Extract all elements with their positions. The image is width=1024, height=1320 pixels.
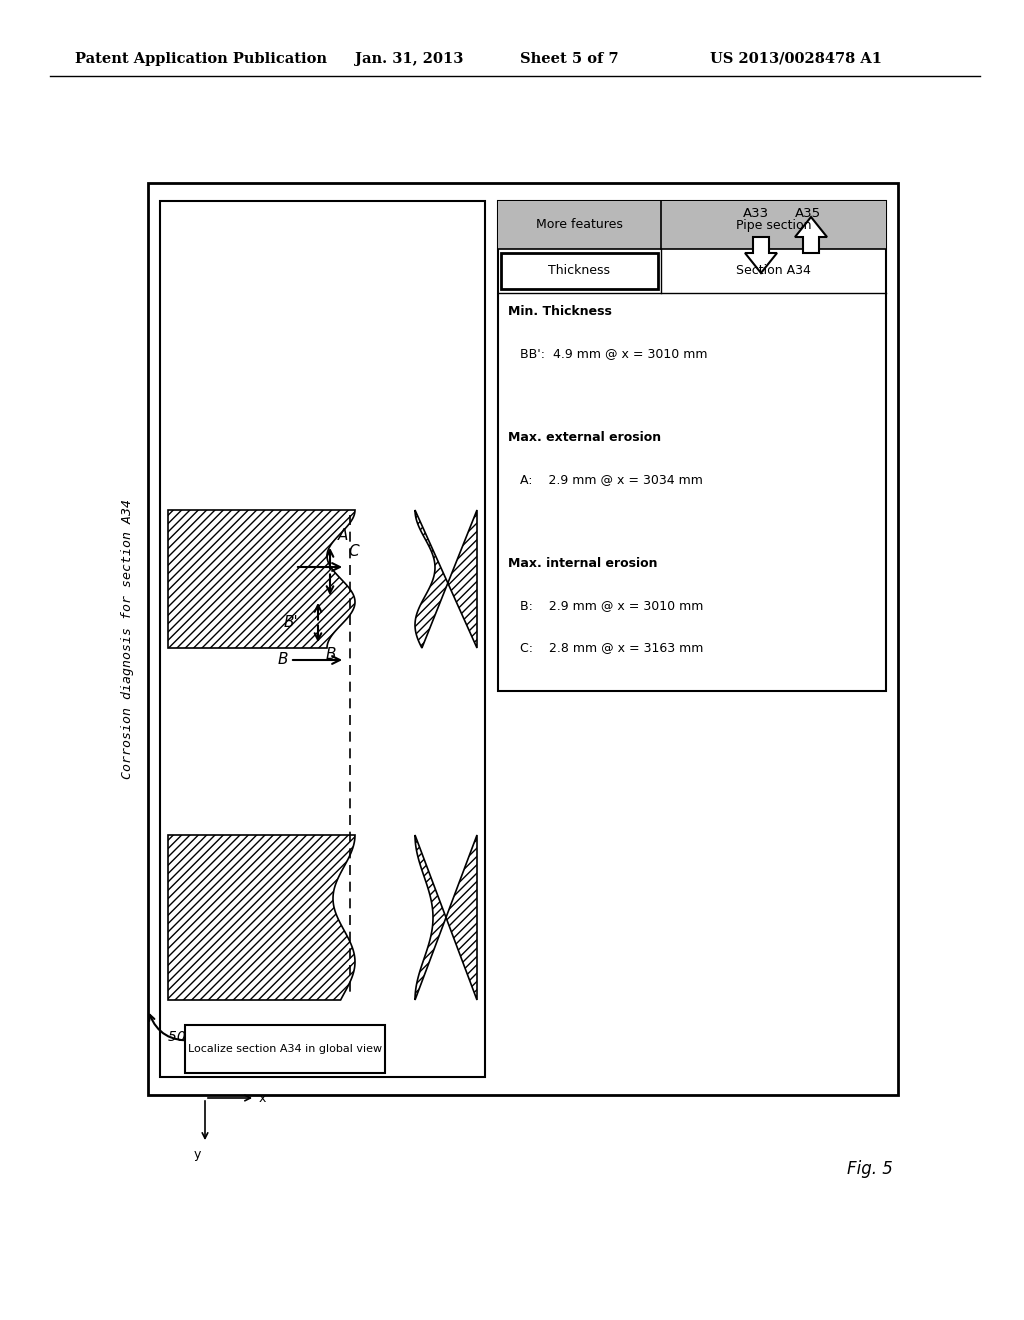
Text: x: x xyxy=(259,1092,266,1105)
Text: Thickness: Thickness xyxy=(549,264,610,277)
Text: C:    2.8 mm @ x = 3163 mm: C: 2.8 mm @ x = 3163 mm xyxy=(520,642,703,653)
Text: Max. external erosion: Max. external erosion xyxy=(508,432,662,444)
Text: Jan. 31, 2013: Jan. 31, 2013 xyxy=(355,51,464,66)
Polygon shape xyxy=(795,216,827,253)
Text: B:    2.9 mm @ x = 3010 mm: B: 2.9 mm @ x = 3010 mm xyxy=(520,599,703,612)
Text: BB':  4.9 mm @ x = 3010 mm: BB': 4.9 mm @ x = 3010 mm xyxy=(520,347,708,360)
Bar xyxy=(498,201,886,690)
Text: B': B' xyxy=(284,615,298,630)
Polygon shape xyxy=(168,510,355,648)
Polygon shape xyxy=(168,836,355,1001)
Bar xyxy=(498,201,886,249)
Text: A: A xyxy=(338,528,348,543)
Bar xyxy=(160,201,485,1077)
Text: B: B xyxy=(278,652,288,668)
Polygon shape xyxy=(745,238,777,273)
Text: C: C xyxy=(348,544,358,558)
Text: Fig. 5: Fig. 5 xyxy=(847,1160,893,1177)
Text: More features: More features xyxy=(536,219,623,231)
Text: Pipe section: Pipe section xyxy=(735,219,811,231)
Text: A33: A33 xyxy=(743,207,769,220)
Text: A:    2.9 mm @ x = 3034 mm: A: 2.9 mm @ x = 3034 mm xyxy=(520,473,702,486)
Text: 500 —: 500 — xyxy=(168,1030,213,1044)
Text: Min. Thickness: Min. Thickness xyxy=(508,305,612,318)
Text: y: y xyxy=(194,1148,201,1162)
Polygon shape xyxy=(415,510,477,648)
Text: Section A34: Section A34 xyxy=(736,264,811,277)
Text: US 2013/0028478 A1: US 2013/0028478 A1 xyxy=(710,51,882,66)
Bar xyxy=(501,253,658,289)
Bar xyxy=(148,183,898,1096)
Text: Localize section A34 in global view: Localize section A34 in global view xyxy=(188,1044,382,1053)
Polygon shape xyxy=(415,836,477,1001)
Bar xyxy=(185,1026,385,1073)
Text: Patent Application Publication: Patent Application Publication xyxy=(75,51,327,66)
Text: Corrosion diagnosis for section A34: Corrosion diagnosis for section A34 xyxy=(122,499,134,779)
Text: Sheet 5 of 7: Sheet 5 of 7 xyxy=(520,51,618,66)
Text: Max. internal erosion: Max. internal erosion xyxy=(508,557,657,570)
Text: B: B xyxy=(326,647,337,663)
Text: A35: A35 xyxy=(795,207,821,220)
